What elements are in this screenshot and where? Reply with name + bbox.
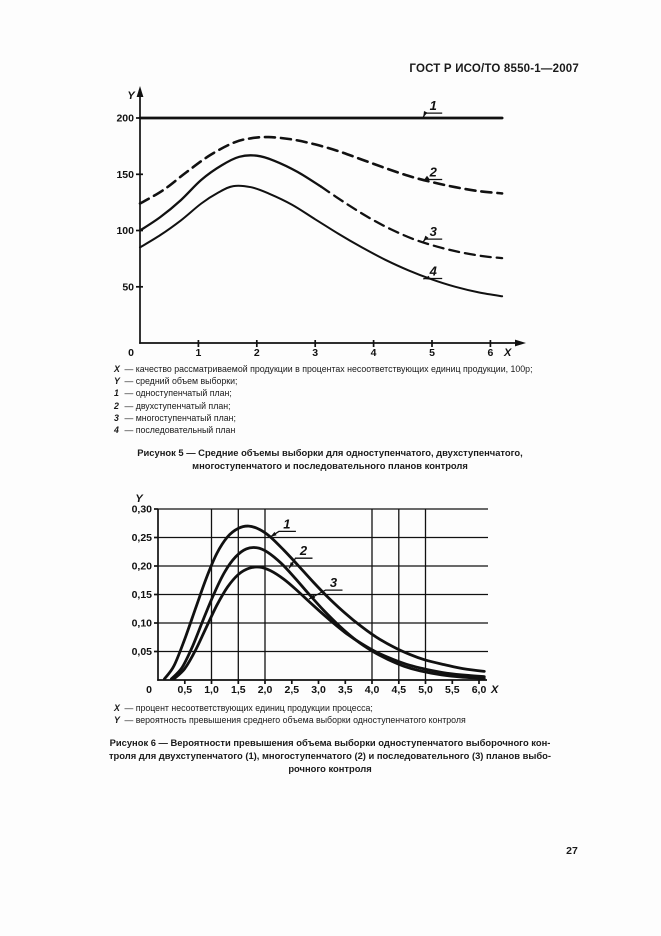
legend-item: 4 — последовательный план [114,424,533,436]
curve-label-1: 1 [430,98,437,113]
legend-symbol: 1 [114,388,119,399]
x-tick-label: 5,5 [445,684,460,696]
x-tick-label: 2 [254,347,260,359]
x-tick-label: 3,0 [311,684,326,696]
figure5-chart: 1 2 3 4 5 6 50 100 150 200 0 X Y 1 2 3 4 [116,86,526,359]
y-tick-label: 0,05 [132,646,153,658]
x-tick-label: 2,5 [284,684,299,696]
curve-1 [163,524,486,681]
x-tick-label: 4,0 [365,684,380,696]
legend-item: X — качество рассматриваемой продукции в… [114,363,533,375]
x-tick-label: 6,0 [472,684,487,696]
y-axis-label: Y [127,90,136,102]
x-tick-label: 3,5 [338,684,353,696]
x-tick-label: 5,0 [418,684,433,696]
legend-text: — средний объем выборки; [124,376,238,387]
curve-label-4: 4 [429,264,438,279]
figure6-caption: Рисунок 6 — Вероятности превышения объем… [80,736,580,775]
legend-item: Y — вероятность превышения среднего объе… [114,714,466,726]
caption-line: рочного контроля [288,763,372,774]
x-tick-label: 1,5 [231,684,246,696]
legend-item: 1 — одноступенчатый план; [114,387,533,399]
curve-2 [138,135,504,205]
x-axis-arrow-icon [515,339,526,347]
curve-label-3: 3 [330,575,338,590]
legend-symbol: Y [114,376,120,387]
origin-label: 0 [128,347,134,359]
legend-item: 3 — многоступенчатый план; [114,412,533,424]
curve-4 [139,184,504,298]
figure5-legend: X — качество рассматриваемой продукции в… [114,363,533,436]
curve-label-2: 2 [429,165,438,180]
caption-line: троля для двухступенчатого (1), многосту… [108,750,552,761]
legend-symbol: 3 [114,412,119,423]
legend-text: — последовательный план [124,425,236,436]
x-tick-label: 1,0 [204,684,219,696]
caption-line: Рисунок 6 — Вероятности превышения объем… [109,737,551,748]
curve-3-dashed [319,185,504,260]
caption-line: Рисунок 5 — Средние объемы выборки для о… [137,447,523,458]
y-tick-label: 0,20 [132,561,153,573]
legend-symbol: X [114,364,120,374]
figure5-caption: Рисунок 5 — Средние объемы выборки для о… [80,446,580,472]
page-number: 27 [566,845,578,857]
legend-symbol: 4 [114,425,119,436]
legend-item: X — процент несоответствующих единиц про… [114,702,466,714]
y-tick-label: 150 [116,169,134,181]
legend-text: — одноступенчатый план; [124,388,232,399]
y-tick-label: 100 [116,225,134,237]
y-tick-label: 0,10 [132,618,153,630]
document-header: ГОСТ Р ИСО/ТО 8550-1—2007 [409,63,579,75]
x-tick-label: 2,0 [258,684,273,696]
y-tick-label: 0,15 [132,589,153,601]
curve-label-arrowhead-icon [423,235,429,242]
x-tick-label: 1 [195,347,201,359]
figure6-legend: X — процент несоответствующих единиц про… [114,702,466,726]
legend-text: — двухступенчатый план; [124,400,231,411]
y-tick-label: 200 [116,113,134,125]
legend-item: Y — средний объем выборки; [114,375,533,387]
x-tick-label: 5 [429,347,435,359]
x-tick-label: 4,5 [391,684,406,696]
curve-label-arrowhead-icon [289,562,294,569]
curve-label-arrowhead-icon [423,275,430,280]
curve-label-2: 2 [299,543,308,558]
x-tick-label: 3 [312,347,318,359]
x-tick-label: 6 [487,347,493,359]
legend-text: — качество рассматриваемой продукции в п… [124,364,533,374]
curve-label-1: 1 [283,516,290,531]
x-axis-label: X [490,684,499,696]
legend-symbol: 2 [114,400,119,411]
y-tick-label: 50 [122,281,134,293]
curve-3 [138,154,323,232]
y-tick-label: 0,25 [132,532,153,544]
curve-2 [170,546,486,681]
legend-item: 2 — двухступенчатый план; [114,400,533,412]
y-axis-arrow-icon [136,86,144,97]
curve-3 [172,565,486,681]
curve-label-arrowhead-icon [423,175,430,181]
x-axis-label: X [503,347,512,359]
y-tick-label: 0,30 [132,504,153,516]
figure6-chart: 0,5 1,0 1,5 2,0 2,5 3,0 3,5 4,0 4,5 5,0 5,5 6,0 0,05… [132,493,499,696]
x-tick-label: 0,5 [177,684,192,696]
legend-text: — многоступенчатый план; [124,412,236,423]
curve-label-arrowhead-icon [423,111,428,118]
curve-label-3: 3 [430,224,438,239]
legend-text: — процент несоответствующих единиц проду… [124,703,373,713]
legend-symbol: Y [114,715,120,726]
curve-label-arrowhead-icon [308,594,316,600]
y-axis-label: Y [135,493,144,505]
origin-label: 0 [146,684,152,696]
x-tick-label: 4 [371,347,377,359]
legend-text: — вероятность превышения среднего объема… [124,715,466,726]
caption-line: многоступенчатого и последовательного пл… [192,460,468,471]
curve-label-leader [308,589,343,600]
curve-label-arrowhead-icon [270,531,277,537]
legend-symbol: X [114,703,120,713]
